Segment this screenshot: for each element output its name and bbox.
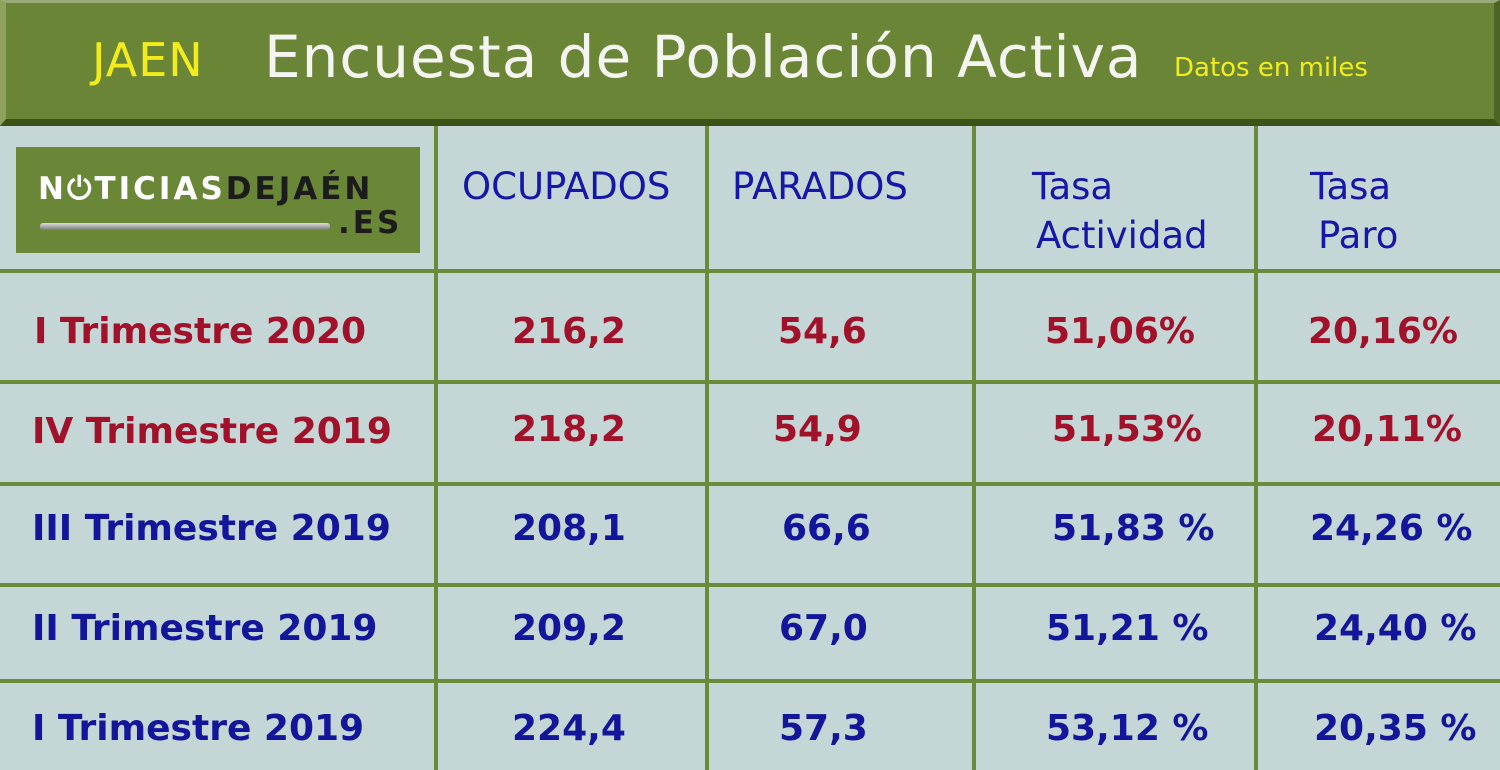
cell-parados: 54,6 bbox=[778, 311, 867, 352]
row-divider bbox=[0, 482, 1500, 486]
cell-tasa-actividad: 51,21 % bbox=[1046, 608, 1209, 649]
cell-tasa-paro: 20,16% bbox=[1308, 311, 1458, 352]
row-label: III Trimestre 2019 bbox=[32, 508, 391, 549]
column-divider bbox=[972, 126, 976, 770]
row-divider bbox=[0, 269, 1500, 273]
cell-ocupados: 208,1 bbox=[512, 508, 626, 549]
cell-tasa-paro: 24,26 % bbox=[1310, 508, 1473, 549]
noticias-de-jaen-logo: N⏻TICIASDEJAÉN .ES bbox=[16, 147, 420, 253]
cell-parados: 67,0 bbox=[779, 608, 868, 649]
header-parados: PARADOS bbox=[732, 165, 908, 208]
page-title: Encuesta de Población Activa bbox=[264, 23, 1143, 91]
power-icon: ⏻ bbox=[66, 171, 95, 207]
cell-tasa-actividad: 53,12 % bbox=[1046, 708, 1209, 749]
cell-tasa-paro: 24,40 % bbox=[1314, 608, 1477, 649]
logo-underline bbox=[40, 223, 330, 230]
cell-tasa-paro: 20,11% bbox=[1312, 409, 1462, 450]
column-divider bbox=[434, 126, 438, 770]
logo-wordmark: N⏻TICIASDEJAÉN bbox=[38, 171, 374, 207]
cell-tasa-actividad: 51,53% bbox=[1052, 409, 1202, 450]
cell-tasa-actividad: 51,83 % bbox=[1052, 508, 1215, 549]
header-tasa-paro-line2: Paro bbox=[1318, 214, 1399, 257]
cell-parados: 54,9 bbox=[773, 409, 862, 450]
cell-ocupados: 209,2 bbox=[512, 608, 626, 649]
row-label: I Trimestre 2020 bbox=[34, 311, 367, 352]
cell-parados: 66,6 bbox=[782, 508, 871, 549]
row-divider bbox=[0, 583, 1500, 587]
row-label: I Trimestre 2019 bbox=[32, 708, 365, 749]
cell-parados: 57,3 bbox=[779, 708, 868, 749]
header-tasa-actividad-line1: Tasa bbox=[1032, 165, 1114, 208]
units-note: Datos en miles bbox=[1174, 53, 1368, 83]
header-tasa-actividad-line2: Actividad bbox=[1036, 214, 1208, 257]
header-ocupados: OCUPADOS bbox=[462, 165, 671, 208]
region-label: JAEN bbox=[92, 33, 204, 87]
cell-ocupados: 224,4 bbox=[512, 708, 626, 749]
logo-domain: .ES bbox=[338, 205, 403, 241]
cell-ocupados: 218,2 bbox=[512, 409, 626, 450]
column-divider bbox=[705, 126, 709, 770]
row-divider bbox=[0, 380, 1500, 384]
row-divider bbox=[0, 679, 1500, 683]
cell-ocupados: 216,2 bbox=[512, 311, 626, 352]
row-label: II Trimestre 2019 bbox=[32, 608, 378, 649]
title-banner: JAEN Encuesta de Población Activa Datos … bbox=[0, 0, 1500, 126]
cell-tasa-paro: 20,35 % bbox=[1314, 708, 1477, 749]
cell-tasa-actividad: 51,06% bbox=[1045, 311, 1195, 352]
row-label: IV Trimestre 2019 bbox=[32, 411, 392, 452]
header-tasa-paro-line1: Tasa bbox=[1310, 165, 1392, 208]
column-divider bbox=[1254, 126, 1258, 770]
